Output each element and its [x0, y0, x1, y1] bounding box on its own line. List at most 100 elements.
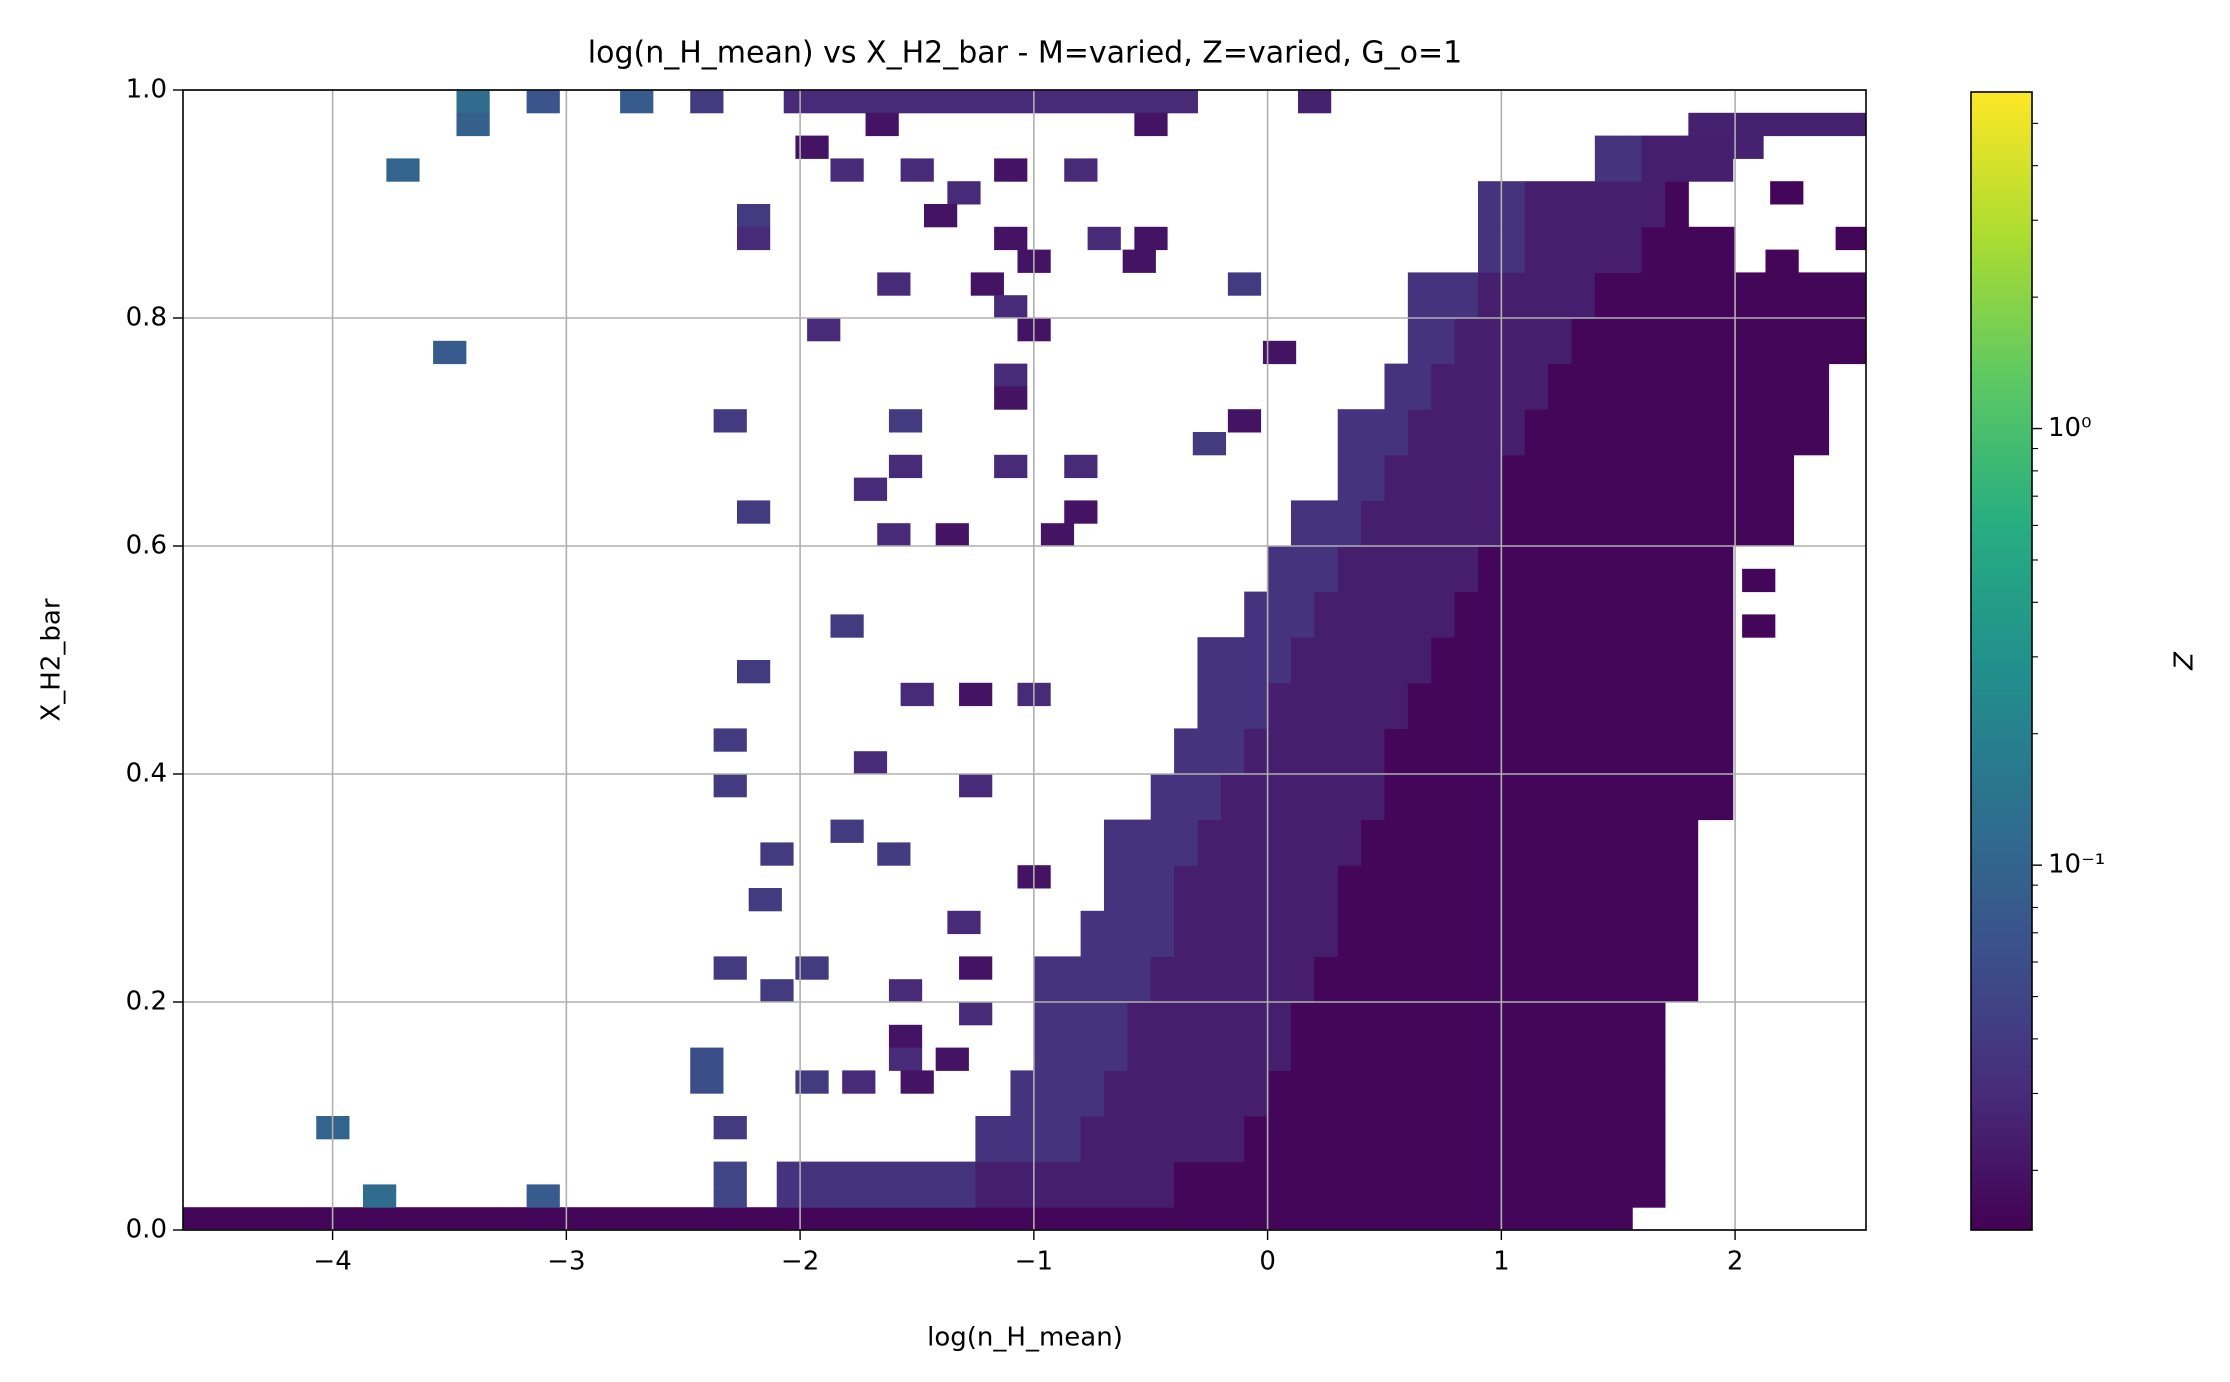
heatmap-cell [1770, 181, 1804, 205]
heatmap-cell [1384, 454, 1502, 501]
heatmap-cell [1134, 226, 1168, 251]
heatmap-cell [1454, 591, 1734, 638]
heatmap-cell [1594, 135, 1643, 182]
ticks: −4 −3 −2 −1 0 1 2 0.0 0.2 0.4 0.6 0.8 1.0 10⁻¹ 10⁰ [126, 75, 2106, 1277]
heatmap-cell [456, 90, 490, 114]
heatmap-cell [1407, 272, 1479, 319]
heatmap-cell [1134, 112, 1168, 137]
heatmap-cell [736, 660, 771, 684]
heatmap-cell [947, 181, 981, 205]
x-tick-label: −4 [313, 1247, 351, 1277]
heatmap-cell [1033, 1002, 1128, 1071]
heatmap-cell [760, 842, 794, 866]
heatmap-cell [1150, 956, 1315, 1003]
heatmap-cell [713, 1184, 747, 1208]
heatmap-cell [713, 1116, 747, 1140]
heatmap-cell [1337, 865, 1699, 912]
heatmap-cell [935, 1047, 969, 1071]
heatmap-cell [807, 318, 841, 342]
heatmap-cell [1337, 454, 1385, 501]
heatmap-cell [994, 295, 1028, 319]
heatmap-cell [795, 956, 829, 980]
heatmap-cell [1384, 774, 1734, 821]
heatmap-cell [1290, 1002, 1666, 1071]
heatmap-cell [760, 979, 794, 1003]
heatmap-cell [1033, 956, 1152, 1003]
heatmap-cell [1267, 1070, 1666, 1117]
y-tick-label: 0.0 [126, 1215, 167, 1245]
heatmap-cell [1314, 956, 1699, 1003]
heatmap-cell [994, 363, 1028, 387]
heatmap-cell [1571, 318, 1866, 365]
heatmap-cell [713, 956, 747, 980]
heatmap-cell [690, 90, 724, 114]
heatmap-cell [1174, 728, 1245, 775]
chart-title: log(n_H_mean) vs X_H2_bar - M=varied, Z=… [588, 36, 1462, 71]
heatmap-cell [1262, 340, 1297, 365]
heatmap-cell [1064, 500, 1098, 524]
heatmap-cell [1227, 272, 1262, 296]
heatmap-cell [900, 1070, 934, 1094]
heatmap-cell [923, 204, 958, 228]
heatmap-cell [620, 90, 654, 114]
x-tick-label: −3 [547, 1247, 585, 1277]
heatmap-cell [1407, 409, 1526, 456]
heatmap-cell [1290, 637, 1432, 684]
heatmap-cell [1361, 500, 1502, 547]
heatmap-cell [1192, 432, 1227, 456]
heatmap-cell [1501, 454, 1795, 501]
heatmap-cell [935, 523, 969, 547]
heatmap-cell [1477, 546, 1734, 593]
heatmap-cell [1730, 135, 1764, 159]
heatmap-cell [1220, 774, 1385, 821]
heatmap-cell [526, 1184, 560, 1208]
x-tick-label: 2 [1727, 1247, 1744, 1277]
heatmap-cell [888, 1047, 923, 1071]
heatmap-cell [1197, 819, 1362, 866]
heatmap-cell [1641, 226, 1736, 273]
colorbar-tick-label: 10⁰ [2048, 413, 2092, 443]
heatmap-cell [736, 226, 771, 251]
heatmap-cell [1477, 272, 1596, 319]
heatmap-cell [1197, 637, 1292, 684]
heatmap-cell [975, 1116, 1082, 1163]
colorbar-label: Z [2170, 651, 2200, 671]
heatmap-cell [713, 1161, 747, 1185]
heatmap-cell [1064, 158, 1098, 182]
heatmap-cell [1064, 454, 1098, 479]
heatmap-cell [959, 1002, 993, 1026]
heatmap-cell [1337, 910, 1699, 957]
heatmap-cell [1688, 112, 1866, 137]
heatmap-cell [1103, 819, 1198, 866]
heatmap-cell [748, 888, 782, 912]
x-axis-label: log(n_H_mean) [927, 1323, 1123, 1353]
heatmap-cell [1174, 1161, 1666, 1208]
heatmap-cell [959, 956, 993, 980]
heatmap-cell [1103, 1070, 1269, 1117]
heatmap-cell [959, 682, 993, 707]
y-axis-label: X_H2_bar [37, 598, 67, 721]
heatmap-cell [1407, 682, 1734, 729]
heatmap-cell [877, 523, 911, 547]
heatmap-cell [795, 1070, 829, 1094]
heatmap-cell [865, 112, 899, 137]
heatmap-cell [1524, 409, 1830, 456]
heatmap-cell [970, 272, 1004, 296]
heatmap-cell [1407, 318, 1456, 365]
heatmap-cell [736, 500, 771, 524]
heatmap-cell [900, 682, 934, 707]
heatmap-cell [1431, 637, 1734, 684]
heatmap-cell [947, 910, 981, 935]
x-tick-label: −1 [1015, 1247, 1053, 1277]
heatmap-cell [776, 1161, 976, 1208]
heatmap-cell [1742, 568, 1776, 593]
heatmap-cell [888, 979, 923, 1003]
heatmap-cell [853, 477, 888, 501]
heatmap-cell [994, 386, 1028, 410]
heatmap-cell [1337, 546, 1479, 593]
heatmap-cell [975, 1161, 1175, 1208]
heatmap-cell [1384, 363, 1432, 410]
heatmap-cell [1227, 409, 1262, 433]
heatmap-cell [1244, 591, 1315, 638]
heatmap-cell [1290, 500, 1362, 547]
